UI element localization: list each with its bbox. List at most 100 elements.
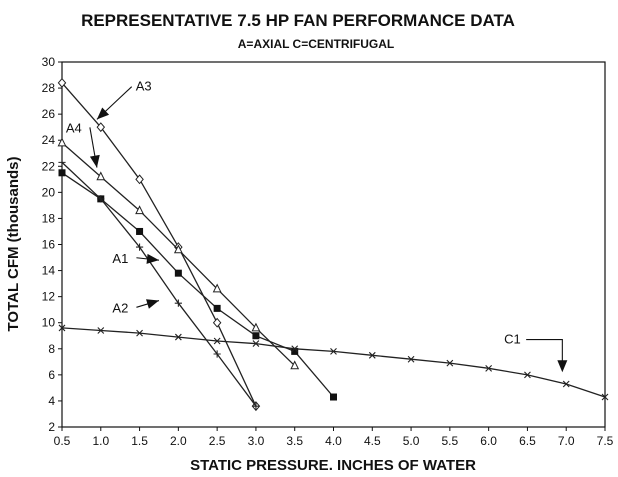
x-tick-label: 1.5 bbox=[131, 434, 148, 448]
data-point bbox=[173, 244, 183, 254]
x-tick-label: 5.0 bbox=[403, 434, 420, 448]
y-axis-label: TOTAL CFM (thousands) bbox=[5, 157, 22, 332]
x-tick-label: 6.5 bbox=[519, 434, 536, 448]
y-tick-label: 6 bbox=[48, 368, 55, 382]
data-point bbox=[57, 77, 67, 88]
y-tick-label: 8 bbox=[48, 342, 55, 356]
data-point bbox=[57, 137, 67, 147]
annotation-label: A1 bbox=[112, 251, 128, 266]
chart-subtitle: A=AXIAL C=CENTRIFUGAL bbox=[238, 37, 394, 51]
x-tick-label: 3.0 bbox=[248, 434, 265, 448]
annotation-a4: A4 bbox=[66, 120, 100, 168]
data-point bbox=[368, 351, 376, 359]
data-point bbox=[330, 348, 337, 355]
x-tick-label: 4.5 bbox=[364, 434, 381, 448]
y-tick-label: 16 bbox=[42, 238, 56, 252]
x-tick-label: 2.0 bbox=[170, 434, 187, 448]
data-point bbox=[485, 364, 493, 372]
annotation-a3: A3 bbox=[96, 79, 152, 120]
data-point bbox=[135, 243, 144, 251]
series-line-a4 bbox=[61, 142, 296, 367]
annotation-arrowhead bbox=[146, 253, 159, 264]
chart-title: REPRESENTATIVE 7.5 HP FAN PERFORMANCE DA… bbox=[81, 11, 515, 30]
data-point bbox=[601, 393, 609, 401]
series-line-a2 bbox=[61, 161, 257, 407]
data-point bbox=[213, 304, 221, 312]
data-point bbox=[291, 345, 299, 353]
y-tick-label: 30 bbox=[42, 55, 56, 69]
annotation-a2: A2 bbox=[112, 299, 160, 315]
annotation-layer: A3 A4 A1 A2 C1 bbox=[66, 79, 568, 373]
y-tick-label: 14 bbox=[42, 264, 56, 278]
data-point bbox=[58, 169, 66, 177]
plot-frame bbox=[61, 61, 606, 428]
x-tick-label: 3.5 bbox=[286, 434, 303, 448]
data-point bbox=[135, 174, 144, 185]
data-point bbox=[407, 355, 415, 363]
y-tick-label: 10 bbox=[42, 316, 56, 330]
annotation-label: A2 bbox=[112, 300, 128, 315]
x-tick-label: 0.5 bbox=[54, 434, 71, 448]
data-point bbox=[524, 371, 531, 379]
y-tick-label: 2 bbox=[48, 420, 55, 434]
data-point bbox=[97, 327, 105, 334]
annotation-arrow-shaft bbox=[526, 339, 563, 363]
data-point bbox=[135, 205, 144, 215]
data-point bbox=[96, 122, 106, 133]
data-point bbox=[562, 380, 570, 388]
data-point bbox=[174, 333, 182, 341]
data-point bbox=[58, 324, 66, 332]
y-tick-label: 24 bbox=[42, 133, 56, 147]
y-tick-label: 18 bbox=[42, 211, 56, 225]
data-point bbox=[252, 402, 260, 410]
x-tick-label: 1.0 bbox=[92, 434, 109, 448]
y-tick-label: 12 bbox=[42, 290, 56, 304]
data-point bbox=[136, 227, 144, 235]
data-point bbox=[213, 337, 221, 345]
data-point bbox=[212, 317, 222, 328]
y-tick-label: 28 bbox=[42, 81, 56, 95]
annotation-arrowhead bbox=[557, 360, 568, 373]
x-axis-ticks: 0.5 1.0 1.5 2.0 2.5 3.0 3.5 4.0 4.5 5.0 5.5 6.0 6.5 7… bbox=[54, 427, 614, 448]
annotation-arrowhead bbox=[146, 299, 159, 309]
series-a3 bbox=[57, 77, 261, 412]
annotation-arrowhead bbox=[96, 107, 110, 120]
series-line-c1 bbox=[61, 327, 606, 398]
data-point bbox=[252, 340, 260, 347]
data-point bbox=[136, 329, 143, 337]
x-tick-label: 4.0 bbox=[325, 434, 342, 448]
y-tick-label: 20 bbox=[42, 185, 56, 199]
data-point bbox=[174, 269, 182, 277]
x-tick-label: 2.5 bbox=[209, 434, 226, 448]
data-point bbox=[251, 322, 261, 332]
x-tick-label: 5.5 bbox=[442, 434, 459, 448]
y-tick-label: 22 bbox=[42, 159, 56, 173]
data-point bbox=[96, 171, 106, 181]
series-line-a3 bbox=[61, 82, 257, 407]
data-point bbox=[290, 360, 300, 370]
x-tick-label: 6.0 bbox=[480, 434, 497, 448]
data-point bbox=[58, 158, 66, 166]
data-point bbox=[446, 359, 454, 367]
annotation-a1: A1 bbox=[112, 251, 160, 266]
data-point bbox=[330, 393, 337, 401]
annotation-label: A4 bbox=[66, 120, 82, 135]
annotation-c1: C1 bbox=[504, 332, 568, 373]
x-tick-label: 7.0 bbox=[558, 434, 575, 448]
series-a2 bbox=[58, 158, 260, 410]
series-line-a1 bbox=[61, 172, 334, 398]
y-tick-label: 26 bbox=[42, 107, 56, 121]
data-point bbox=[213, 350, 221, 358]
y-tick-label: 4 bbox=[48, 394, 55, 408]
annotation-label: C1 bbox=[504, 332, 521, 347]
annotation-label: A3 bbox=[136, 79, 152, 94]
data-point bbox=[97, 195, 105, 203]
series-layer bbox=[57, 77, 609, 412]
data-point bbox=[212, 283, 222, 293]
series-a4 bbox=[57, 137, 300, 370]
data-point bbox=[252, 332, 260, 340]
data-point bbox=[174, 299, 182, 307]
x-tick-label: 7.5 bbox=[597, 434, 614, 448]
